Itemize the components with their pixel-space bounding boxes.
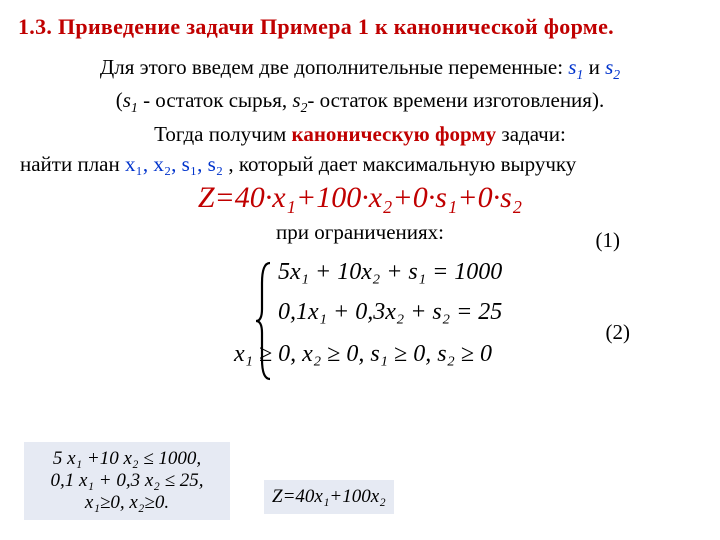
intro-text-1a: Для этого введем две дополнительные пере…: [100, 55, 568, 79]
intro-text-2b: - остаток сырья,: [138, 88, 293, 112]
orig-line-2: 0,1 x₁ + 0,3 x₂ ≤ 25,: [32, 470, 222, 492]
s2-paren: s2: [292, 88, 307, 112]
plan-line-4: найти план x₁, x₂, s₁, s₂ , который дает…: [14, 151, 706, 177]
plan-text-4b: , который дает максимальную выручку: [223, 152, 576, 176]
canonical-form-label: каноническую форму: [292, 122, 497, 146]
plan-vars: x₁, x₂, s₁, s₂: [125, 152, 223, 176]
var-s2: s2: [605, 55, 620, 79]
orig-line-3: x₁≥0, x₂≥0.: [32, 492, 222, 514]
intro-line-1: Для этого введем две дополнительные пере…: [14, 54, 706, 83]
plan-text-3a: Тогда получим: [154, 122, 291, 146]
var-s1: s1: [568, 55, 583, 79]
equation-number-2: (2): [606, 320, 631, 345]
original-objective-box: Z=40x₁+100x₂: [264, 480, 394, 514]
orig-line-1: 5 x₁ +10 x₂ ≤ 1000,: [32, 448, 222, 470]
plan-line-3: Тогда получим каноническую форму задачи:: [14, 121, 706, 147]
plan-text-4a: найти план: [20, 152, 125, 176]
constraint-system: 5x₁ + 10x₂ + s₁ = 1000 0,1x₁ + 0,3x₂ + s…: [14, 255, 706, 415]
system-line-3: x₁ ≥ 0, x₂ ≥ 0, s₁ ≥ 0, s₂ ≥ 0: [234, 341, 492, 368]
section-title: 1.3. Приведение задачи Примера 1 к канон…: [18, 14, 706, 40]
intro-text-2a: (: [116, 88, 123, 112]
original-constraints-box: 5 x₁ +10 x₂ ≤ 1000, 0,1 x₁ + 0,3 x₂ ≤ 25…: [24, 442, 230, 520]
system-line-2: 0,1x₁ + 0,3x₂ + s₂ = 25: [278, 299, 502, 326]
plan-text-3b: задачи:: [496, 122, 566, 146]
intro-line-2: (s1 - остаток сырья, s2- остаток времени…: [14, 87, 706, 116]
intro-text-2c: - остаток времени изготовления).: [307, 88, 604, 112]
objective-function: Z=40·x₁+100·x₂+0·s₁+0·s₂: [14, 181, 706, 215]
s1-paren: s1: [123, 88, 138, 112]
system-line-1: 5x₁ + 10x₂ + s₁ = 1000: [278, 259, 502, 286]
intro-text-1b: и: [583, 55, 605, 79]
equation-number-1: (1): [596, 228, 621, 253]
